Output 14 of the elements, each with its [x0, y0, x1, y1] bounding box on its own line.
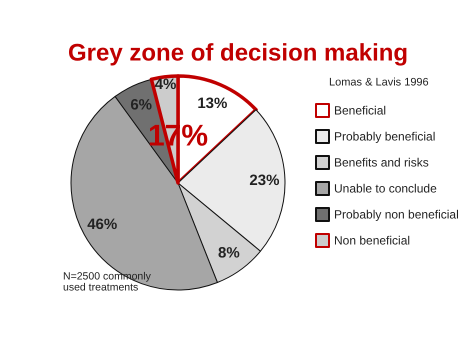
chart-title: Grey zone of decision making: [68, 40, 408, 66]
legend-label: Non beneficial: [334, 234, 410, 248]
legend-label: Unable to conclude: [334, 182, 438, 196]
legend-label: Benefits and risks: [334, 156, 429, 170]
data-label: 23%: [249, 172, 280, 189]
data-label: 6%: [130, 96, 152, 114]
chart-subtitle: Lomas & Lavis 1996: [329, 76, 429, 88]
legend-label: Probably beneficial: [334, 130, 436, 144]
legend-label: Beneficial: [334, 104, 386, 118]
data-label: 46%: [87, 216, 118, 234]
data-label: 13%: [197, 95, 228, 112]
legend-label: Probably non beneficial: [334, 208, 459, 222]
data-label: 8%: [218, 244, 240, 262]
data-label: 4%: [154, 76, 176, 93]
